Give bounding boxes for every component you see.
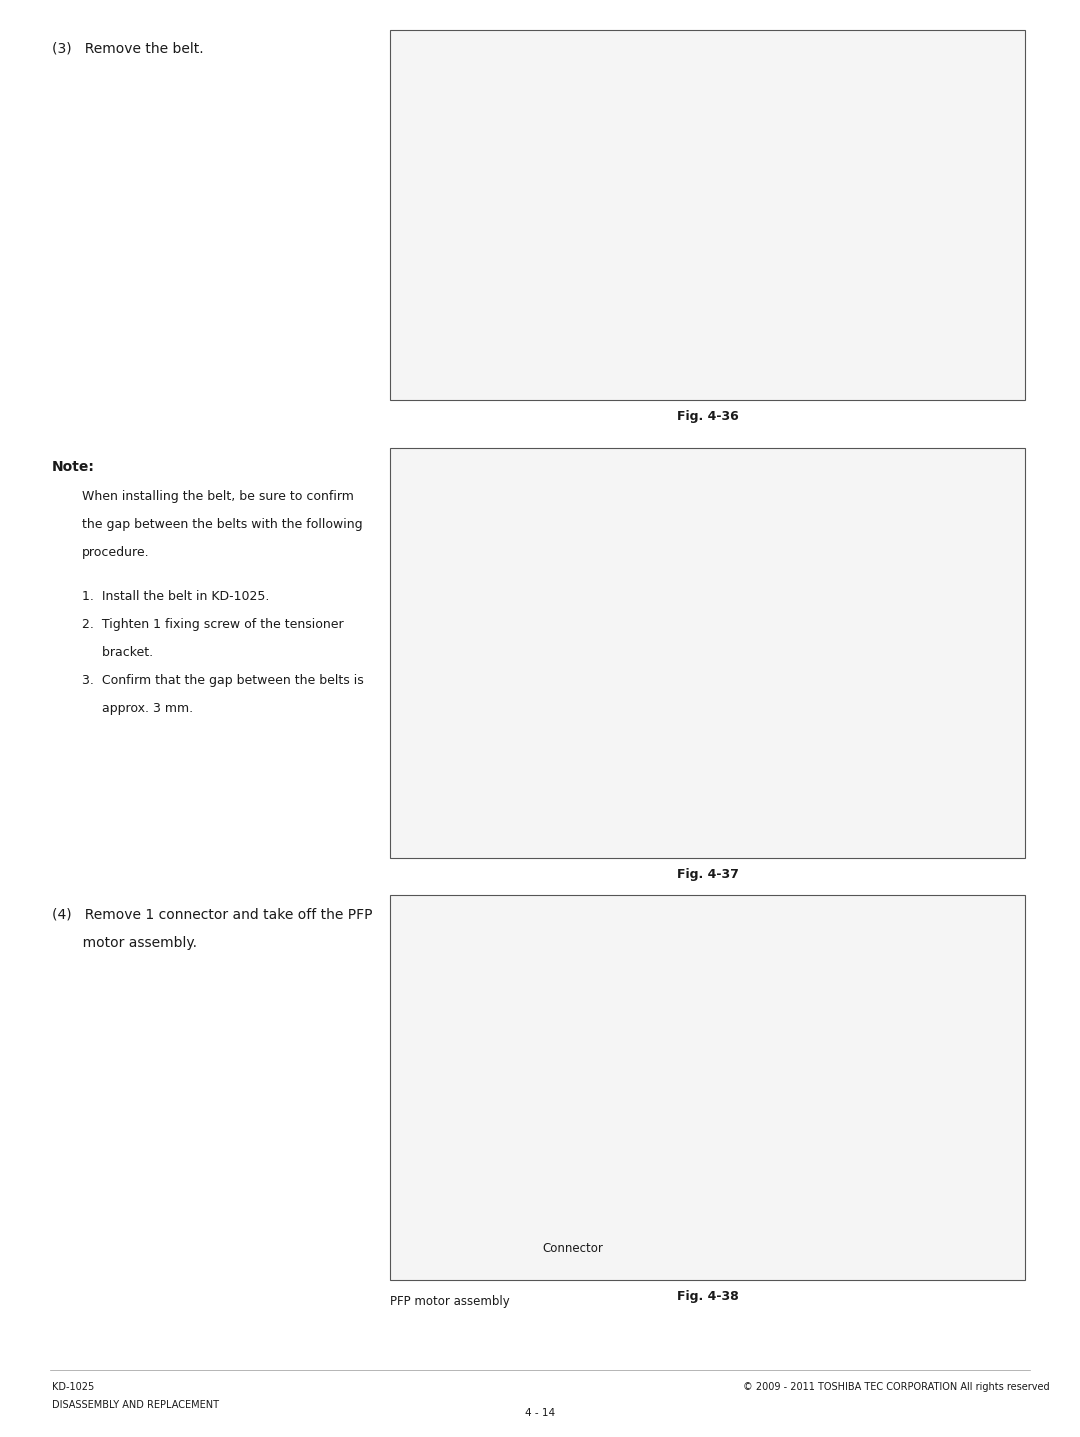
Text: Fig. 4-37: Fig. 4-37 — [677, 868, 739, 881]
Text: the gap between the belts with the following: the gap between the belts with the follo… — [82, 517, 363, 532]
Bar — [390, 895, 1025, 1280]
Text: When installing the belt, be sure to confirm: When installing the belt, be sure to con… — [82, 490, 354, 503]
Text: bracket.: bracket. — [82, 647, 153, 660]
Text: Connector: Connector — [542, 1242, 603, 1255]
Text: 2.  Tighten 1 fixing screw of the tensioner: 2. Tighten 1 fixing screw of the tension… — [82, 618, 343, 631]
Text: procedure.: procedure. — [82, 546, 150, 559]
Text: DISASSEMBLY AND REPLACEMENT: DISASSEMBLY AND REPLACEMENT — [52, 1400, 219, 1410]
Text: 3.  Confirm that the gap between the belts is: 3. Confirm that the gap between the belt… — [82, 674, 364, 687]
Text: (3)   Remove the belt.: (3) Remove the belt. — [52, 42, 204, 56]
Text: PFP motor assembly: PFP motor assembly — [390, 1295, 510, 1308]
Bar — [390, 448, 1025, 858]
Text: motor assembly.: motor assembly. — [52, 935, 197, 950]
Text: KD-1025: KD-1025 — [52, 1382, 94, 1392]
Text: 4 - 14: 4 - 14 — [525, 1408, 555, 1418]
Text: approx. 3 mm.: approx. 3 mm. — [82, 703, 193, 716]
Text: Fig. 4-36: Fig. 4-36 — [677, 410, 739, 422]
Text: (4)   Remove 1 connector and take off the PFP: (4) Remove 1 connector and take off the … — [52, 908, 373, 923]
Text: © 2009 - 2011 TOSHIBA TEC CORPORATION All rights reserved: © 2009 - 2011 TOSHIBA TEC CORPORATION Al… — [743, 1382, 1050, 1392]
Text: Note:: Note: — [52, 460, 95, 474]
Bar — [390, 30, 1025, 399]
Text: Fig. 4-38: Fig. 4-38 — [677, 1290, 739, 1303]
Text: 1.  Install the belt in KD-1025.: 1. Install the belt in KD-1025. — [82, 591, 269, 604]
